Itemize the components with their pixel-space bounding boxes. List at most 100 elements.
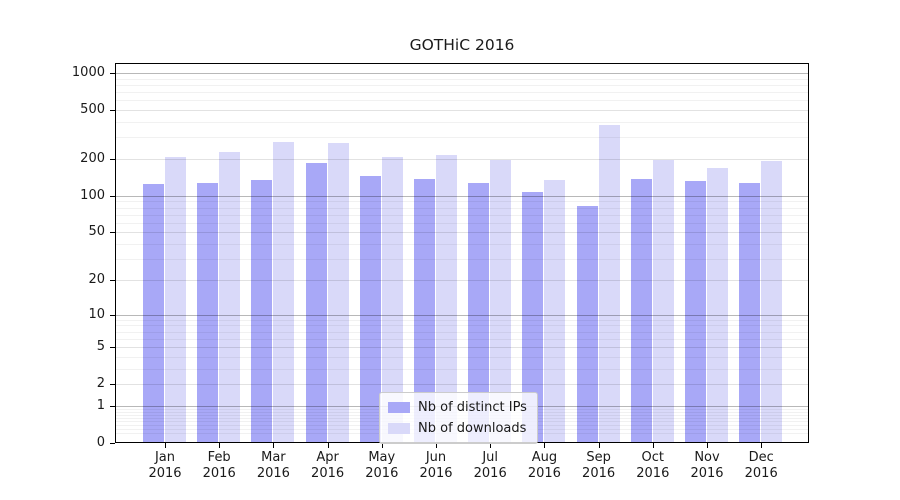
x-axis-tick: [544, 443, 546, 448]
gridline-minor: [115, 319, 809, 321]
bar-downloads-jul: [490, 160, 512, 442]
y-axis-tick-label: 50: [88, 224, 105, 240]
bar-ips-jun: [414, 179, 435, 442]
y-axis-tick: [110, 232, 115, 234]
bar-ips-jan: [143, 184, 164, 442]
bar-downloads-nov: [707, 167, 728, 442]
gridline-minor: [115, 222, 809, 224]
gridline-minor: [115, 207, 809, 209]
x-axis-tick: [761, 443, 763, 448]
gridline-minor: [115, 100, 809, 102]
y-axis-tick-label: 0: [96, 435, 105, 450]
x-axis-tick-label: Oct 2016: [636, 450, 670, 481]
gridline-labeled: [115, 159, 809, 160]
gridline-minor: [115, 331, 809, 333]
y-axis-tick-label: 1000: [71, 65, 105, 81]
bar-ips-apr: [305, 162, 327, 442]
x-axis-tick: [219, 443, 221, 448]
y-axis-tick-label: 5: [96, 339, 105, 355]
x-axis-tick: [490, 443, 492, 448]
x-axis-tick-label: Mar 2016: [256, 450, 290, 481]
x-axis-tick-label: Jun 2016: [419, 450, 453, 481]
bar-ips-mar: [251, 180, 273, 442]
gridline-minor: [115, 92, 809, 94]
gridline-minor: [115, 338, 809, 340]
x-axis-tick: [381, 443, 383, 448]
bar-ips-may: [359, 176, 381, 442]
y-axis-tick-label: 2: [96, 376, 105, 392]
gridline-minor: [115, 78, 809, 80]
y-axis-tick: [110, 347, 115, 349]
x-axis-tick-label: Apr 2016: [311, 450, 345, 481]
bar-ips-jul: [468, 183, 490, 442]
legend: Nb of distinct IPs Nb of downloads: [379, 392, 538, 444]
gridline-labeled: [115, 232, 809, 234]
y-axis-tick-label: 500: [80, 102, 105, 118]
bar-downloads-dec: [761, 160, 783, 442]
legend-label: Nb of downloads: [418, 421, 527, 436]
x-axis-tick: [707, 443, 708, 448]
gridline-minor: [115, 259, 809, 261]
gridline-minor: [115, 84, 809, 86]
bar-downloads-jun: [436, 155, 457, 442]
y-axis-tick: [110, 159, 115, 160]
y-axis-tick-label: 100: [80, 187, 105, 203]
gridline-minor: [115, 325, 809, 327]
y-axis-tick-label: 10: [88, 306, 105, 322]
gridline-decade: [115, 195, 809, 197]
bar-ips-oct: [630, 179, 652, 442]
gridline-minor: [115, 368, 809, 370]
bar-downloads-apr: [327, 143, 349, 442]
gridline-minor: [115, 356, 809, 358]
gridline-minor: [115, 244, 809, 246]
x-axis-tick-label: Jan 2016: [148, 450, 182, 481]
y-axis-tick: [110, 314, 115, 316]
x-axis-tick: [652, 443, 654, 448]
bar-ips-feb: [197, 183, 219, 442]
bar-downloads-oct: [652, 160, 674, 442]
bar-ips-sep: [576, 206, 598, 442]
gridline-minor: [115, 122, 809, 124]
legend-swatch-downloads: [388, 423, 410, 434]
bar-ips-aug: [522, 192, 544, 442]
x-axis-tick-label: Dec 2016: [744, 450, 778, 481]
bar-downloads-feb: [219, 152, 241, 442]
y-axis-tick: [110, 443, 115, 444]
gridline-labeled: [115, 347, 809, 349]
gridline-decade: [115, 73, 809, 75]
bar-downloads-may: [381, 157, 403, 442]
x-axis-tick: [598, 443, 600, 448]
gridline-labeled: [115, 279, 809, 281]
x-axis-tick-label: Nov 2016: [690, 450, 724, 481]
legend-item: Nb of distinct IPs: [388, 400, 527, 415]
x-axis-tick-label: Aug 2016: [527, 450, 561, 481]
y-axis-tick: [110, 279, 115, 281]
x-axis-tick: [165, 443, 166, 448]
gridline-minor: [115, 137, 809, 139]
x-axis-tick: [436, 443, 437, 448]
x-axis-tick-label: Feb 2016: [202, 450, 236, 481]
bar-downloads-jan: [165, 157, 186, 442]
x-axis-tick-label: Sep 2016: [582, 450, 616, 481]
y-axis-tick: [110, 405, 115, 407]
y-axis-tick-label: 1: [96, 397, 105, 413]
y-axis-tick: [110, 384, 115, 386]
y-axis-tick-label: 200: [80, 151, 105, 166]
x-axis-tick: [273, 443, 275, 448]
bar-ips-dec: [739, 183, 761, 442]
x-axis-tick-label: Jul 2016: [473, 450, 507, 481]
gridline-decade: [115, 314, 809, 316]
x-axis-tick-label: May 2016: [365, 450, 399, 481]
x-axis-tick: [327, 443, 329, 448]
bar-downloads-aug: [544, 180, 566, 442]
bar-downloads-sep: [598, 124, 620, 442]
y-axis-tick: [110, 73, 115, 75]
chart-title: GOTHiC 2016: [409, 36, 515, 54]
gridline-minor: [115, 201, 809, 203]
legend-label: Nb of distinct IPs: [418, 400, 527, 415]
legend-item: Nb of downloads: [388, 421, 527, 436]
y-axis-tick: [110, 110, 115, 112]
legend-swatch-distinct-ips: [388, 402, 410, 413]
gridline-labeled: [115, 110, 809, 112]
